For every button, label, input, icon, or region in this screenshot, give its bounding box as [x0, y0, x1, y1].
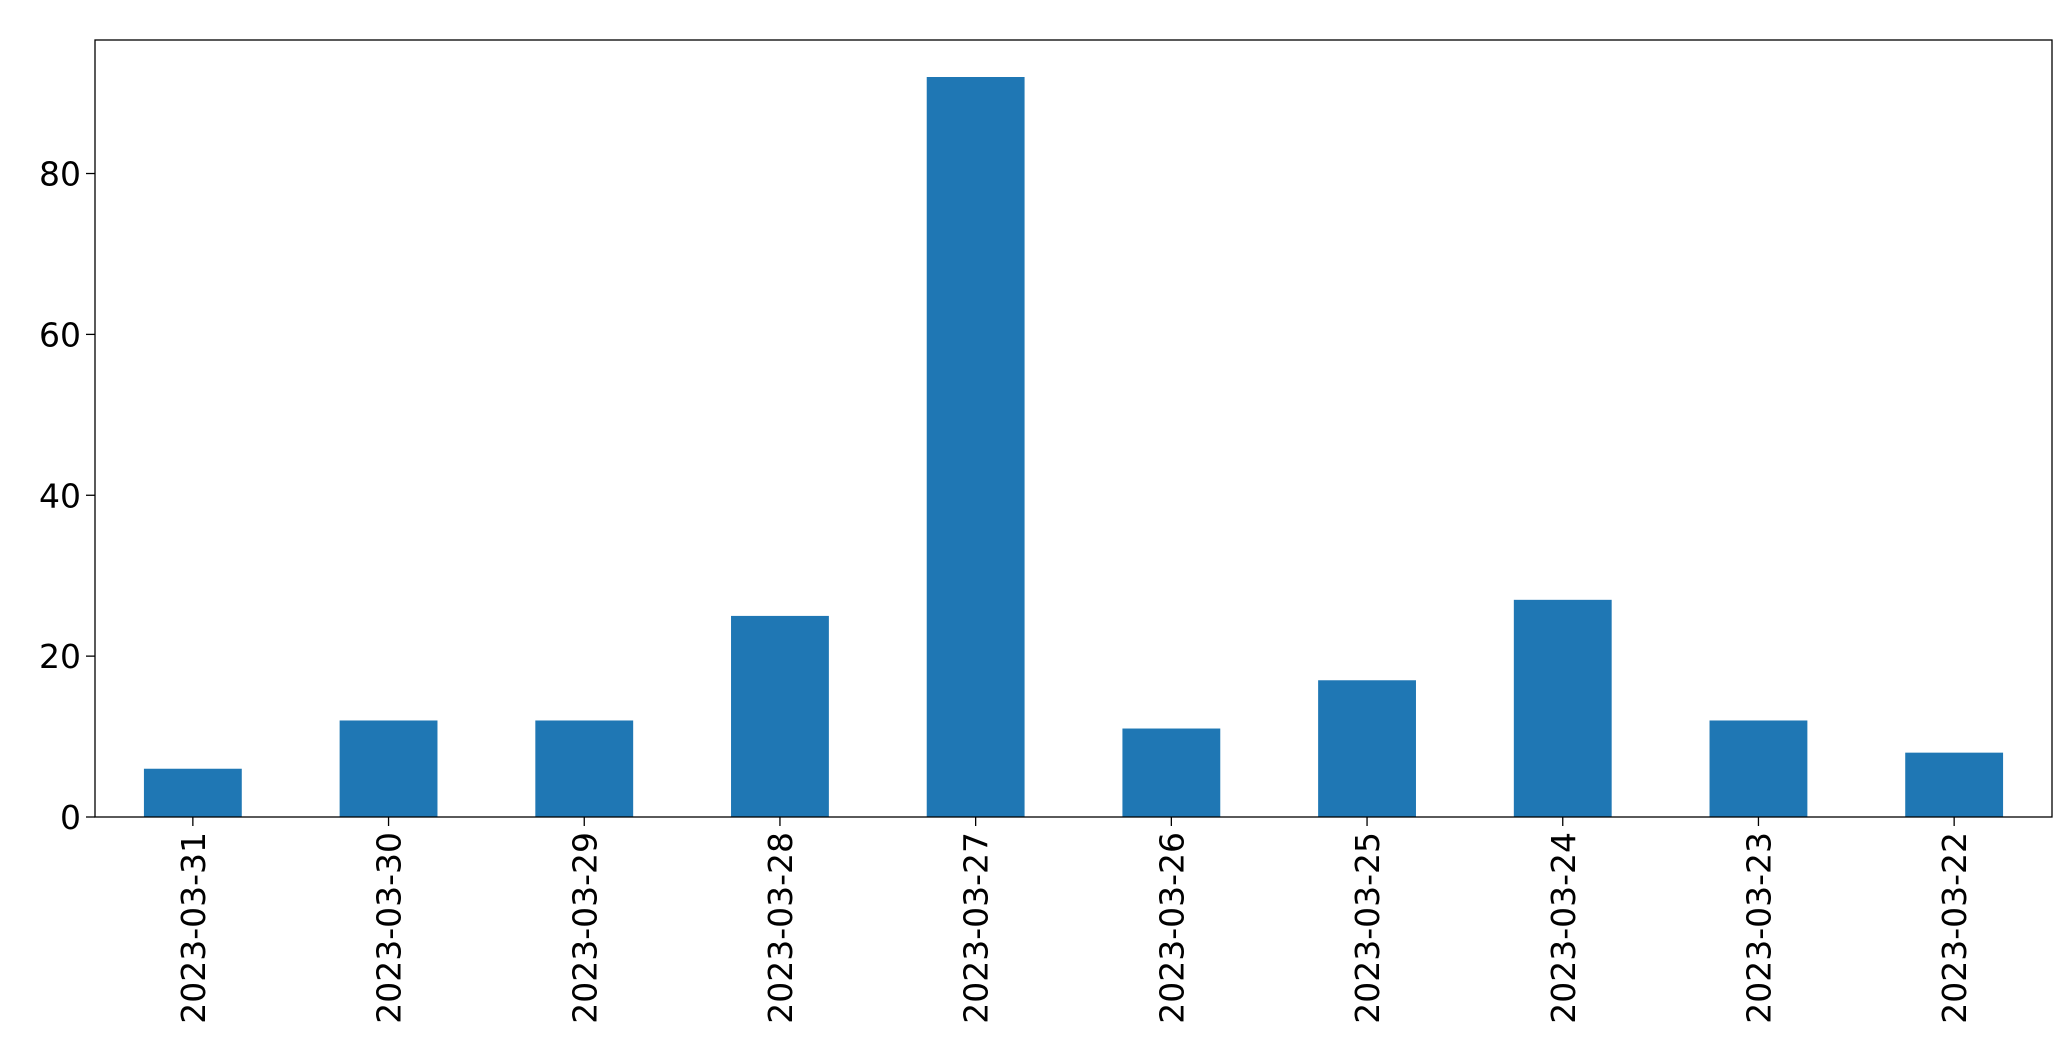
- y-tick-label: 40: [39, 476, 81, 515]
- x-tick-label: 2023-03-22: [1935, 832, 1974, 1024]
- bar: [1318, 680, 1416, 817]
- x-tick-label: 2023-03-30: [370, 832, 409, 1024]
- x-tick-label: 2023-03-26: [1152, 832, 1191, 1024]
- y-tick-label: 20: [39, 637, 81, 676]
- bar: [1513, 599, 1612, 817]
- bar: [1709, 720, 1808, 817]
- bar: [1905, 752, 2004, 817]
- x-tick-label: 2023-03-31: [174, 832, 213, 1024]
- y-tick-label: 0: [60, 798, 81, 837]
- x-tick-label: 2023-03-23: [1739, 832, 1778, 1024]
- bar: [926, 77, 1025, 817]
- x-tick-label: 2023-03-27: [957, 832, 996, 1024]
- x-tick-label: 2023-03-29: [565, 832, 604, 1024]
- bar: [1122, 728, 1221, 817]
- bar: [731, 615, 829, 817]
- plot-frame: [94, 39, 2053, 818]
- bar: [535, 720, 634, 817]
- bar: [339, 720, 438, 817]
- y-tick-label: 80: [39, 155, 81, 194]
- y-tick-label: 60: [39, 315, 81, 354]
- x-tick-label: 2023-03-28: [761, 832, 800, 1024]
- bar: [143, 768, 242, 817]
- x-tick-label: 2023-03-24: [1544, 832, 1583, 1024]
- x-tick-label: 2023-03-25: [1348, 832, 1387, 1024]
